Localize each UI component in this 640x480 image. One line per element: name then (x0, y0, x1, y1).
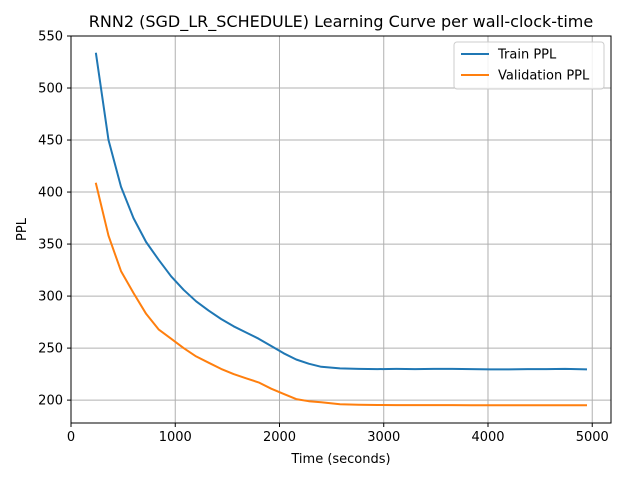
plot-frame (70, 35, 612, 424)
y-tick-label: 250 (38, 342, 63, 357)
x-axis-ticks: 0 1000 2000 3000 4000 5000 (67, 423, 609, 445)
y-tick-label: 200 (38, 394, 63, 409)
y-tick-label: 550 (38, 30, 63, 45)
x-tick-label: 5000 (576, 430, 609, 445)
series-lines (94, 52, 588, 407)
validation-ppl-line (94, 182, 587, 407)
x-tick-label: 1000 (159, 430, 192, 445)
train-ppl-line (94, 52, 588, 371)
y-axis-ticks: 200 250 300 350 400 450 500 550 (38, 30, 71, 409)
y-tick-label: 300 (38, 290, 63, 305)
chart-title: RNN2 (SGD_LR_SCHEDULE) Learning Curve pe… (89, 12, 593, 32)
legend-box (453, 41, 605, 90)
y-axis-title: PPL (15, 217, 30, 241)
legend-label-validation-ppl: Validation PPL (498, 69, 590, 84)
y-tick-label: 350 (38, 238, 63, 253)
legend-label-train-ppl: Train PPL (497, 48, 557, 63)
x-axis-title: Time (seconds) (290, 452, 390, 467)
legend: Train PPL Validation PPL (453, 41, 605, 90)
y-tick-label: 450 (38, 134, 63, 149)
x-tick-label: 2000 (263, 430, 296, 445)
x-tick-label: 4000 (471, 430, 504, 445)
y-tick-label: 400 (38, 186, 63, 201)
x-tick-label: 0 (67, 430, 75, 445)
x-tick-label: 3000 (367, 430, 400, 445)
y-tick-label: 500 (38, 82, 63, 97)
